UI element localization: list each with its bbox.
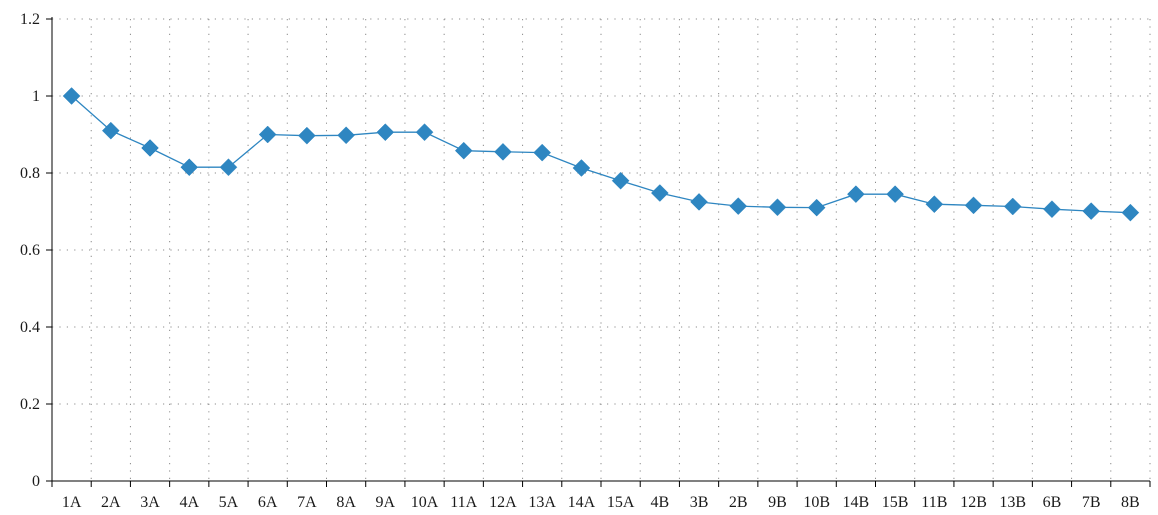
y-tick-label: 0.6: [20, 242, 40, 259]
x-tick-label: 3A: [140, 494, 160, 511]
data-point-marker: [180, 158, 199, 177]
data-point-marker: [533, 143, 552, 162]
data-point-marker: [141, 139, 159, 157]
x-tick-label: 8B: [1121, 494, 1140, 511]
x-tick-label: 13A: [528, 494, 556, 511]
data-point-marker: [376, 123, 395, 142]
data-point-marker: [572, 159, 591, 177]
data-point-marker: [650, 184, 669, 202]
x-tick-labels: 1A 2A 3A 4A 5A 6A 7A 8A 9A 10A 11A 12A 13A 14A 15A 4B 3B…: [62, 494, 1140, 511]
data-point-marker: [1003, 197, 1022, 216]
x-tick-label: 1A: [62, 494, 82, 511]
x-tick-label: 13B: [999, 494, 1026, 511]
data-point-marker: [690, 193, 708, 211]
data-point-marker: [101, 121, 120, 140]
x-tick-label: 3B: [690, 494, 709, 511]
x-tick-label: 4A: [179, 494, 199, 511]
axes: [46, 17, 1151, 487]
y-tick-label: 1.2: [20, 11, 40, 28]
data-point-marker: [494, 142, 512, 161]
data-point-marker: [219, 158, 238, 177]
x-tick-label: 8A: [336, 494, 356, 511]
x-tick-label: 6B: [1043, 494, 1062, 511]
data-point-marker: [768, 198, 787, 217]
grid-lines: [52, 18, 1151, 481]
data-point-marker: [298, 126, 316, 145]
y-tick-label: 0: [32, 473, 40, 490]
x-tick-label: 2A: [101, 494, 121, 511]
x-tick-label: 9A: [376, 494, 396, 511]
x-tick-label: 12B: [960, 494, 987, 511]
data-point-marker: [1082, 202, 1101, 220]
x-tick-label: 7A: [297, 494, 317, 511]
data-point-marker: [925, 195, 944, 214]
x-tick-label: 15B: [882, 494, 909, 511]
x-tick-label: 10B: [803, 494, 830, 511]
series-line: [71, 95, 1131, 214]
data-point-marker: [611, 171, 630, 190]
x-tick-label: 4B: [650, 494, 669, 511]
x-tick-label: 6A: [258, 494, 278, 511]
x-tick-label: 5A: [219, 494, 239, 511]
x-tick-label: 7B: [1082, 494, 1101, 511]
data-point-marker: [729, 197, 748, 215]
y-tick-label: 0.2: [20, 396, 40, 413]
data-point-marker: [258, 125, 277, 144]
x-tick-label: 11B: [921, 494, 947, 511]
x-tick-label: 14A: [568, 494, 596, 511]
data-point-marker: [964, 196, 983, 215]
data-point-marker: [337, 126, 355, 145]
y-tick-label: 1: [32, 88, 40, 105]
x-tick-label: 15A: [607, 494, 635, 511]
data-point-marker: [1043, 200, 1061, 219]
y-tick-label: 0.8: [20, 165, 40, 182]
data-point-marker: [847, 185, 865, 204]
data-point-marker: [1121, 203, 1140, 222]
data-series: [62, 87, 1140, 222]
data-point-marker: [62, 87, 81, 105]
y-tick-label: 0.4: [20, 319, 40, 336]
y-tick-labels: 0 0.2 0.4 0.6 0.8 1 1.2: [20, 11, 40, 490]
x-tick-label: 12A: [489, 494, 517, 511]
data-point-marker: [807, 198, 826, 217]
data-point-marker: [415, 123, 434, 142]
data-point-marker: [886, 185, 904, 204]
x-tick-label: 14B: [843, 494, 870, 511]
data-point-marker: [454, 141, 473, 160]
x-tick-label: 2B: [729, 494, 748, 511]
x-tick-label: 9B: [768, 494, 787, 511]
x-tick-label: 10A: [411, 494, 439, 511]
x-tick-label: 11A: [450, 494, 477, 511]
